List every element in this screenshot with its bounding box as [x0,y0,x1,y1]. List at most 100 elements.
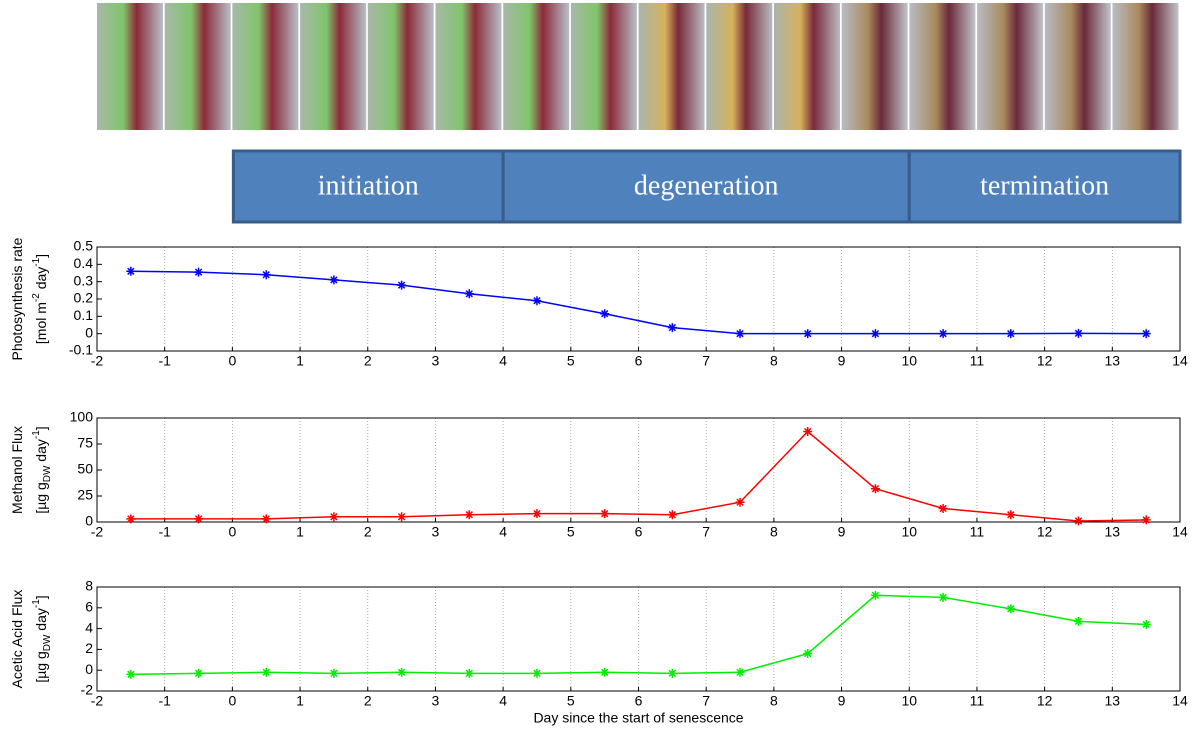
plot-frame [96,417,1181,523]
x-tick-label: 3 [432,353,440,369]
x-tick-label: 6 [635,353,643,369]
x-tick-label: -2 [91,353,104,369]
x-tick-label: 13 [1105,353,1121,369]
photo [977,3,1044,130]
y-tick-label: 50 [77,461,93,477]
data-marker [667,510,677,520]
photo [638,3,705,130]
y-tick-label: 0.3 [74,272,94,288]
data-marker [1006,329,1016,339]
data-marker [126,514,136,524]
x-tick-label: 2 [364,524,372,540]
y-axis-label-part: Photosynthesis rate [9,237,25,360]
phase-box [501,149,911,224]
x-tick-label: 2 [364,353,372,369]
data-marker [194,668,204,678]
data-marker [600,509,610,519]
x-tick-label: 5 [567,524,575,540]
x-tick-label: 11 [970,353,985,369]
y-tick-label: 0 [85,661,93,677]
y-tick-label: -0.1 [69,342,93,358]
phase-bar: initiation degeneration termination [231,149,1182,224]
x-tick-label: -1 [158,524,171,540]
data-marker [1073,616,1083,626]
x-tick-label: 6 [635,524,643,540]
y-axis-label: [mol m-2 day-1] [31,254,49,344]
data-marker [735,329,745,339]
x-tick-label: 10 [901,353,917,369]
y-axis-label: Acetic Acid Flux [9,590,25,689]
x-tick-label: 8 [770,524,778,540]
y-axis-label: [µg gDW day-1] [31,426,53,513]
data-marker [870,484,880,494]
y-axis-label: Photosynthesis rate [9,237,25,360]
data-marker [1141,515,1151,525]
photo [1112,3,1179,130]
y-tick-label: 4 [85,619,93,635]
y-axis-label-part: ] [33,426,49,430]
x-tick-label: 9 [838,693,846,709]
x-tick-label: 14 [1172,693,1188,709]
photo [774,3,840,130]
y-tick-label: 0.1 [74,307,94,323]
y-axis-label-part: day [33,608,49,634]
x-tick-label: 7 [702,693,710,709]
data-marker [1006,604,1016,614]
data-marker [667,668,677,678]
data-marker [600,667,610,677]
x-tick-label: 10 [901,693,917,709]
data-marker [261,270,271,280]
data-marker [532,509,542,519]
data-marker [938,329,948,339]
x-axis-label: Day since the start of senescence [533,710,743,726]
y-axis-label-part: day [33,439,49,465]
x-tick-label: 11 [970,693,985,709]
data-marker [464,289,474,299]
data-marker [667,323,677,333]
x-tick-label: 8 [770,353,778,369]
y-tick-label: 8 [85,578,93,594]
data-marker [803,329,813,339]
x-tick-label: -2 [91,524,104,540]
photo-strip [97,3,1179,130]
data-marker [1006,510,1016,520]
y-tick-label: 0 [85,324,93,340]
x-tick-label: 9 [838,353,846,369]
x-tick-label: 10 [901,524,917,540]
phase-box [231,149,505,224]
photo [435,3,502,130]
x-tick-label: 1 [296,693,304,709]
data-marker [397,512,407,522]
x-tick-label: 12 [1037,353,1053,369]
phase-label: termination [980,170,1109,201]
y-tick-label: 0.4 [74,255,94,271]
data-line [130,594,1147,676]
x-tick-label: 4 [499,524,507,540]
photo [1044,3,1111,130]
x-tick-label: 13 [1105,524,1121,540]
data-marker [803,427,813,437]
x-tick-label: 3 [432,693,440,709]
x-tick-label: 8 [770,693,778,709]
photo [706,3,773,130]
y-axis-label-part: -1 [31,430,42,439]
x-tick-label: 3 [432,524,440,540]
x-tick-label: 4 [499,693,507,709]
x-tick-label: 6 [635,693,643,709]
x-tick-label: 0 [228,524,236,540]
x-tick-label: 13 [1105,693,1121,709]
y-tick-label: -2 [81,682,94,698]
y-axis-label-part: ] [33,254,49,258]
x-tick-label: 4 [499,353,507,369]
photo [909,3,976,130]
x-tick-label: -1 [158,353,171,369]
data-marker [1141,329,1151,339]
y-axis-label-part: Acetic Acid Flux [9,590,25,689]
y-axis-label-part: -1 [31,599,42,608]
plot-frame [96,586,1181,692]
y-axis-label-part: Methanol Flux [9,426,25,514]
y-axis-label-part: ] [33,595,49,599]
x-tick-label: -2 [91,693,104,709]
photo [503,3,570,130]
